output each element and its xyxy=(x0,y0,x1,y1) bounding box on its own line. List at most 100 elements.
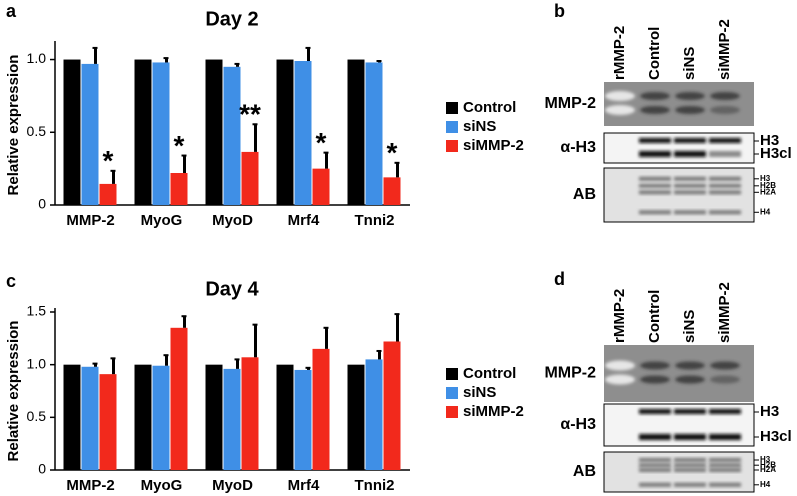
band xyxy=(639,176,671,181)
x-tick-label: MMP-2 xyxy=(66,212,114,229)
band xyxy=(674,468,706,472)
band xyxy=(709,190,741,195)
x-tick-label: Mrf4 xyxy=(288,212,320,229)
band xyxy=(605,360,635,371)
band xyxy=(674,138,706,143)
zymogram xyxy=(604,345,754,402)
bar xyxy=(99,183,117,205)
significance: ** xyxy=(239,99,261,130)
band xyxy=(639,468,671,472)
marker-label: H4 xyxy=(760,207,771,216)
marker-label: H3 xyxy=(760,174,771,183)
significance: * xyxy=(174,130,185,161)
band xyxy=(710,375,740,384)
band xyxy=(675,106,705,114)
band xyxy=(710,92,740,100)
band xyxy=(640,106,670,114)
bar xyxy=(347,364,365,470)
x-tick-label: Mrf4 xyxy=(288,477,320,494)
y-tick-label: 0 xyxy=(38,196,46,212)
legend-swatch xyxy=(446,368,458,380)
row-label: AB xyxy=(573,186,596,203)
band xyxy=(675,92,705,100)
bar xyxy=(347,59,365,205)
chart-title: Day 4 xyxy=(205,278,259,300)
legend-swatch xyxy=(446,121,458,133)
band xyxy=(639,482,671,487)
bar xyxy=(223,368,241,470)
band xyxy=(639,458,671,462)
lane-label: rMMP-2 xyxy=(611,26,628,80)
marker-label: H2B xyxy=(760,460,776,469)
band xyxy=(639,434,671,440)
marker-label: H2B xyxy=(760,181,776,190)
x-tick-label: MyoG xyxy=(141,477,183,494)
row-label: α-H3 xyxy=(560,139,596,156)
band xyxy=(639,210,671,215)
x-tick-label: MyoD xyxy=(212,212,253,229)
lane-label: rMMP-2 xyxy=(611,289,628,343)
y-axis-label: Relative expression xyxy=(5,55,22,196)
x-tick-label: MMP-2 xyxy=(66,477,114,494)
band xyxy=(639,183,671,188)
significance: * xyxy=(316,127,327,158)
band xyxy=(639,463,671,468)
panel-label: c xyxy=(6,271,16,291)
bar xyxy=(81,366,99,470)
band xyxy=(709,151,741,157)
band xyxy=(709,210,741,215)
band xyxy=(674,482,706,487)
legend-swatch xyxy=(446,140,458,152)
band xyxy=(640,375,670,384)
significance: * xyxy=(103,145,114,176)
x-tick-label: Tnni2 xyxy=(355,212,395,229)
lane-label: siNS xyxy=(681,47,698,80)
band xyxy=(709,463,741,468)
band xyxy=(674,190,706,195)
marker-label: H2A xyxy=(760,187,776,196)
band xyxy=(605,91,635,101)
marker-label: H3 xyxy=(760,455,771,464)
band xyxy=(674,151,706,157)
band xyxy=(674,183,706,188)
bar xyxy=(241,357,259,470)
legend-swatch xyxy=(446,387,458,399)
lane-label: siMMP-2 xyxy=(716,19,733,80)
band xyxy=(639,190,671,195)
marker-label: H3 xyxy=(760,132,779,149)
y-tick-label: 0.5 xyxy=(27,123,47,139)
marker-label: H3 xyxy=(760,403,779,420)
western-blot xyxy=(603,132,755,164)
panel-label: b xyxy=(554,1,565,21)
panel-label: a xyxy=(6,1,17,21)
legend-label: siNS xyxy=(463,384,496,401)
bar xyxy=(205,59,223,205)
band xyxy=(639,409,671,414)
legend-label: siNS xyxy=(463,118,496,135)
legend-swatch xyxy=(446,102,458,114)
lane-label: siMMP-2 xyxy=(716,282,733,343)
chart-title: Day 2 xyxy=(205,8,258,30)
x-tick-label: MyoG xyxy=(141,212,183,229)
band xyxy=(709,468,741,472)
band xyxy=(639,151,671,157)
band xyxy=(709,176,741,181)
lane-label: siNS xyxy=(681,310,698,343)
bar xyxy=(81,63,99,206)
bar xyxy=(99,374,117,470)
bar xyxy=(63,59,81,205)
bar xyxy=(294,369,312,470)
band xyxy=(640,92,670,100)
marker-label: H2A xyxy=(760,465,776,474)
y-tick-label: 1.5 xyxy=(27,303,47,319)
row-label: MMP-2 xyxy=(544,365,596,382)
legend-label: Control xyxy=(463,99,516,116)
marker-label: H3cl xyxy=(760,428,792,445)
band xyxy=(675,361,705,370)
y-axis-label: Relative expression xyxy=(5,321,22,462)
row-label: MMP-2 xyxy=(544,95,596,112)
x-tick-label: MyoD xyxy=(212,477,253,494)
legend-label: siMMP-2 xyxy=(463,403,524,420)
bar xyxy=(152,365,170,470)
